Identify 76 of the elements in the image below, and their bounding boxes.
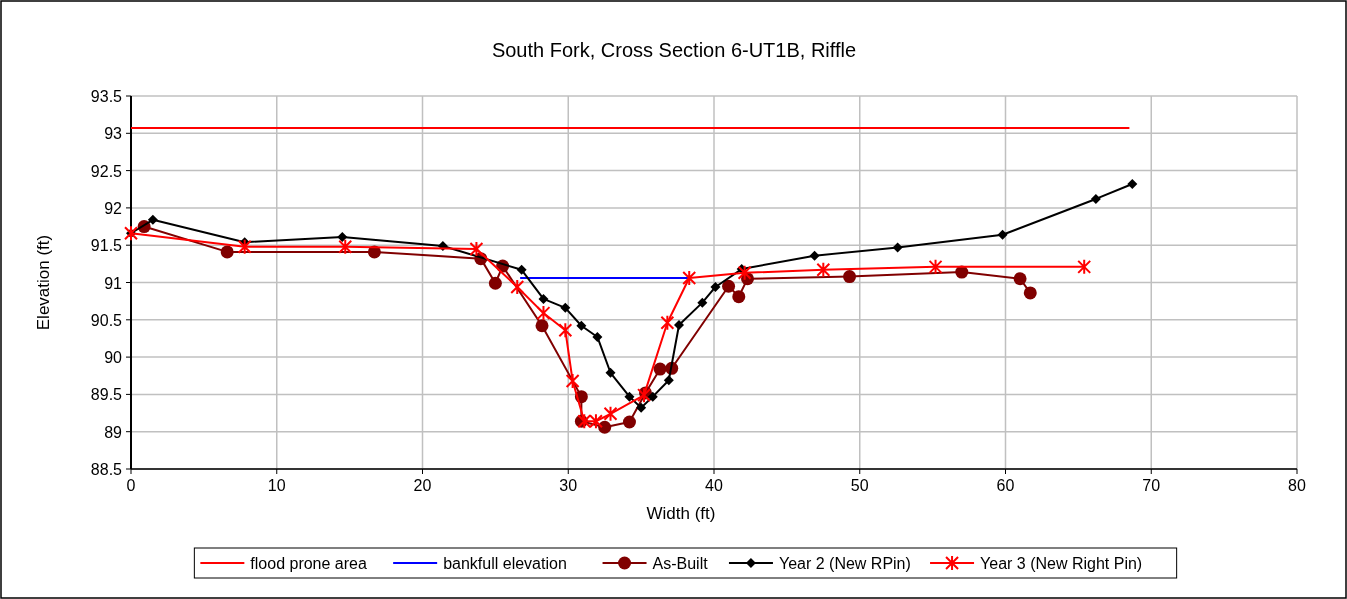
point xyxy=(1090,193,1101,204)
point xyxy=(558,322,573,339)
point xyxy=(1127,179,1138,190)
point xyxy=(488,276,502,290)
point xyxy=(647,391,658,402)
x-tick-label: 20 xyxy=(413,477,432,494)
point xyxy=(338,238,353,255)
legend-label: bankfull elevation xyxy=(443,555,567,572)
y-tick-label: 90.5 xyxy=(90,311,123,329)
point xyxy=(516,264,527,275)
point xyxy=(809,250,820,261)
legend-label: flood prone area xyxy=(250,555,367,572)
chart-title: South Fork, Cross Section 6-UT1B, Riffle xyxy=(491,39,857,61)
legend-label: Year 3 (New Right Pin) xyxy=(980,555,1143,572)
legend-label: Year 2 (New RPin) xyxy=(778,555,911,572)
point xyxy=(928,258,943,275)
point xyxy=(147,214,158,225)
point xyxy=(598,420,612,434)
point xyxy=(560,302,571,313)
y-tick-label: 92.5 xyxy=(90,162,123,180)
y-tick-label: 92 xyxy=(104,199,123,217)
point xyxy=(697,297,708,308)
y-tick-label: 90 xyxy=(104,349,123,367)
point xyxy=(535,319,549,333)
x-tick-label: 0 xyxy=(126,477,136,494)
point xyxy=(710,281,721,292)
point xyxy=(588,413,603,430)
x-tick-label: 30 xyxy=(559,477,578,494)
y-tick-label: 88.5 xyxy=(90,461,123,478)
point xyxy=(592,331,603,342)
point xyxy=(732,290,746,304)
point xyxy=(1023,286,1037,300)
legend-label: As-Built xyxy=(652,555,709,572)
point xyxy=(622,415,636,429)
point xyxy=(469,240,484,257)
point xyxy=(1013,272,1027,286)
x-tick-label: 80 xyxy=(1288,477,1306,494)
point xyxy=(843,270,857,284)
y-tick-label: 91 xyxy=(104,274,123,292)
y-tick-label: 89 xyxy=(104,423,123,441)
point xyxy=(220,245,234,259)
point xyxy=(576,320,587,331)
point xyxy=(682,270,697,287)
x-tick-label: 70 xyxy=(1142,477,1161,494)
point xyxy=(653,362,667,376)
point xyxy=(237,238,252,255)
point xyxy=(816,261,831,278)
y-axis-title: Elevation (ft) xyxy=(34,234,53,331)
x-tick-label: 60 xyxy=(996,477,1015,494)
point xyxy=(1077,258,1092,275)
point xyxy=(538,293,549,304)
point xyxy=(674,320,685,331)
point xyxy=(565,372,580,389)
point xyxy=(624,391,635,402)
point xyxy=(892,242,903,253)
x-tick-label: 40 xyxy=(705,477,723,494)
point xyxy=(510,278,525,295)
point xyxy=(536,305,551,322)
y-tick-label: 91.5 xyxy=(90,237,123,255)
point xyxy=(663,375,674,386)
point xyxy=(637,387,652,404)
y-tick-label: 93.5 xyxy=(90,88,123,105)
y-tick-label: 93 xyxy=(104,125,123,143)
x-tick-label: 50 xyxy=(850,477,869,494)
x-tick-label: 10 xyxy=(267,477,286,494)
point xyxy=(997,229,1008,240)
point xyxy=(660,314,675,331)
point xyxy=(737,264,752,281)
point xyxy=(337,231,348,242)
point xyxy=(636,402,647,413)
y-tick-label: 89.5 xyxy=(90,386,123,404)
point xyxy=(603,405,618,422)
point xyxy=(722,279,736,293)
x-axis-title: Width (ft) xyxy=(646,504,716,523)
point xyxy=(577,413,592,430)
point xyxy=(605,367,616,378)
